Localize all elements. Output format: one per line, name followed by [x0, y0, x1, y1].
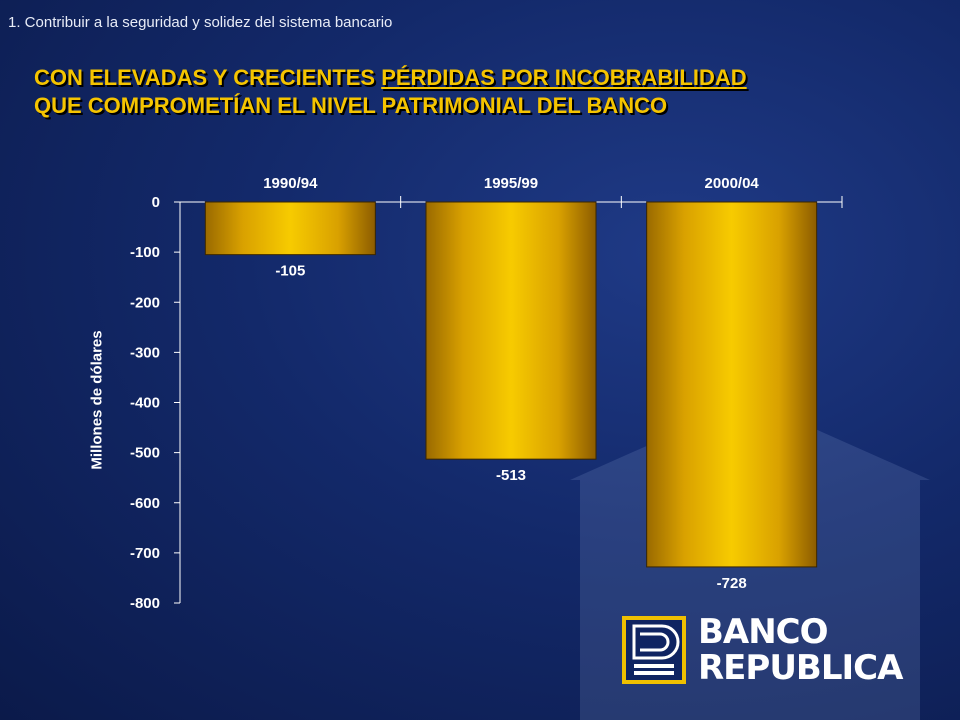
- title-line-2: QUE COMPROMETÍAN EL NIVEL PATRIMONIAL DE…: [34, 93, 668, 118]
- logo-line-1: BANCO: [698, 612, 829, 652]
- title-line-1-underlined: PÉRDIDAS POR INCOBRABILIDAD: [381, 65, 747, 90]
- y-tick-label: -600: [130, 495, 160, 512]
- section-heading: 1. Contribuir a la seguridad y solidez d…: [8, 14, 393, 31]
- y-tick-label: -400: [130, 395, 160, 412]
- data-label: -728: [717, 575, 747, 592]
- bar-1995-99: [425, 201, 597, 460]
- title-line-1: CON ELEVADAS Y CRECIENTES PÉRDIDAS POR I…: [34, 64, 747, 92]
- category-label: 1990/94: [263, 175, 318, 192]
- y-tick-label: -700: [130, 545, 160, 562]
- y-tick-label: -200: [130, 294, 160, 311]
- logo-line-2: REPUBLICA: [698, 648, 903, 688]
- y-tick-label: 0: [152, 194, 160, 211]
- logo-wordmark: BANCO REPUBLICA: [698, 612, 903, 688]
- title-line-1-part-1: CON ELEVADAS Y CRECIENTES: [34, 65, 382, 90]
- y-tick-label: -100: [130, 244, 160, 261]
- data-label: -105: [275, 263, 305, 280]
- data-label: -513: [496, 467, 526, 484]
- bar-1990-94: [204, 201, 376, 256]
- y-tick-label: -800: [130, 595, 160, 612]
- slide-title: CON ELEVADAS Y CRECIENTES PÉRDIDAS POR I…: [34, 64, 747, 120]
- bar-2000-04: [646, 201, 818, 568]
- y-tick-label: -300: [130, 344, 160, 361]
- logo-emblem-icon: [622, 616, 686, 684]
- category-label: 1995/99: [484, 175, 538, 192]
- banco-republica-logo: BANCO REPUBLICA: [622, 612, 922, 688]
- y-tick-label: -500: [130, 445, 160, 462]
- category-label: 2000/04: [705, 175, 760, 192]
